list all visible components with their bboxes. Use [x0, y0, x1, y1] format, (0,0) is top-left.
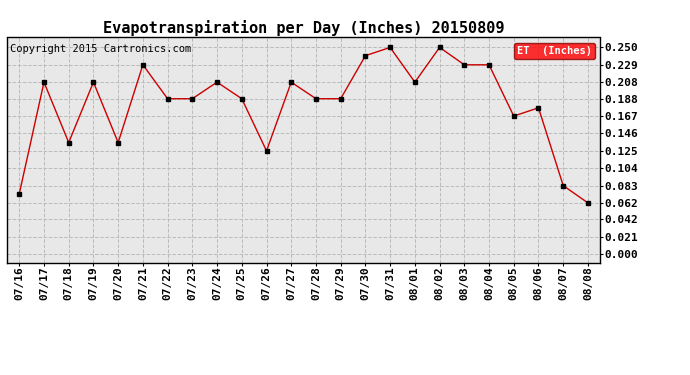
- Title: Evapotranspiration per Day (Inches) 20150809: Evapotranspiration per Day (Inches) 2015…: [103, 20, 504, 36]
- Text: Copyright 2015 Cartronics.com: Copyright 2015 Cartronics.com: [10, 44, 191, 54]
- Legend: ET  (Inches): ET (Inches): [514, 43, 595, 59]
